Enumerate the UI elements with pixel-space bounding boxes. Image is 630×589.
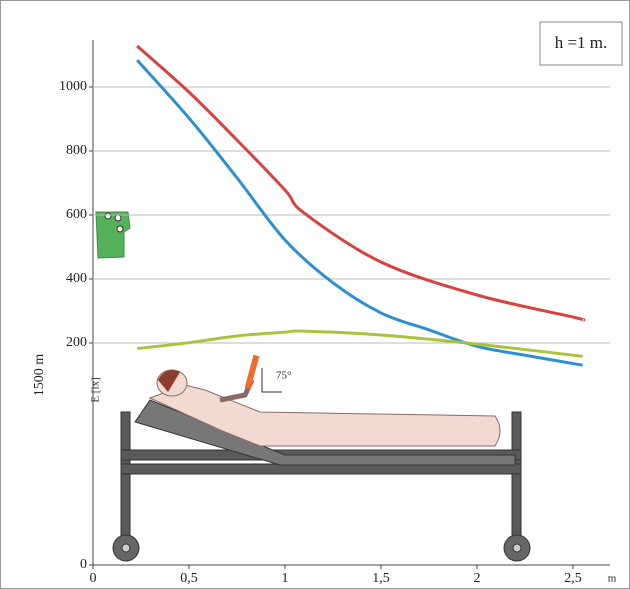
series-line — [136, 59, 583, 367]
y-tick-label: 600 — [66, 207, 87, 222]
legend-box — [539, 21, 623, 66]
y-tick-label: 1000 — [59, 79, 87, 94]
y-tick-label: 0 — [80, 557, 87, 572]
y-tick-label: 800 — [66, 143, 87, 158]
angle-annotation: 75° — [276, 370, 291, 382]
y-tick-label: 400 — [66, 271, 87, 286]
y-axis-label: E [lx] — [90, 377, 102, 402]
series-line — [136, 44, 586, 322]
x-tick-label: 0 — [90, 571, 97, 586]
head-icon — [95, 211, 131, 259]
side-label: 1500 m — [32, 354, 47, 397]
series-line — [136, 329, 583, 358]
y-tick-label: 200 — [66, 335, 87, 350]
x-tick-label: 2,5 — [564, 571, 582, 586]
x-tick-label: 1 — [282, 571, 289, 586]
x-unit: m — [608, 573, 617, 585]
x-tick-label: 2 — [474, 571, 481, 586]
legend-text: h =1 m. — [555, 33, 608, 52]
bed — [112, 399, 531, 562]
x-tick-label: 1,5 — [372, 571, 390, 586]
x-tick-label: 0,5 — [180, 571, 198, 586]
patient — [148, 354, 501, 447]
